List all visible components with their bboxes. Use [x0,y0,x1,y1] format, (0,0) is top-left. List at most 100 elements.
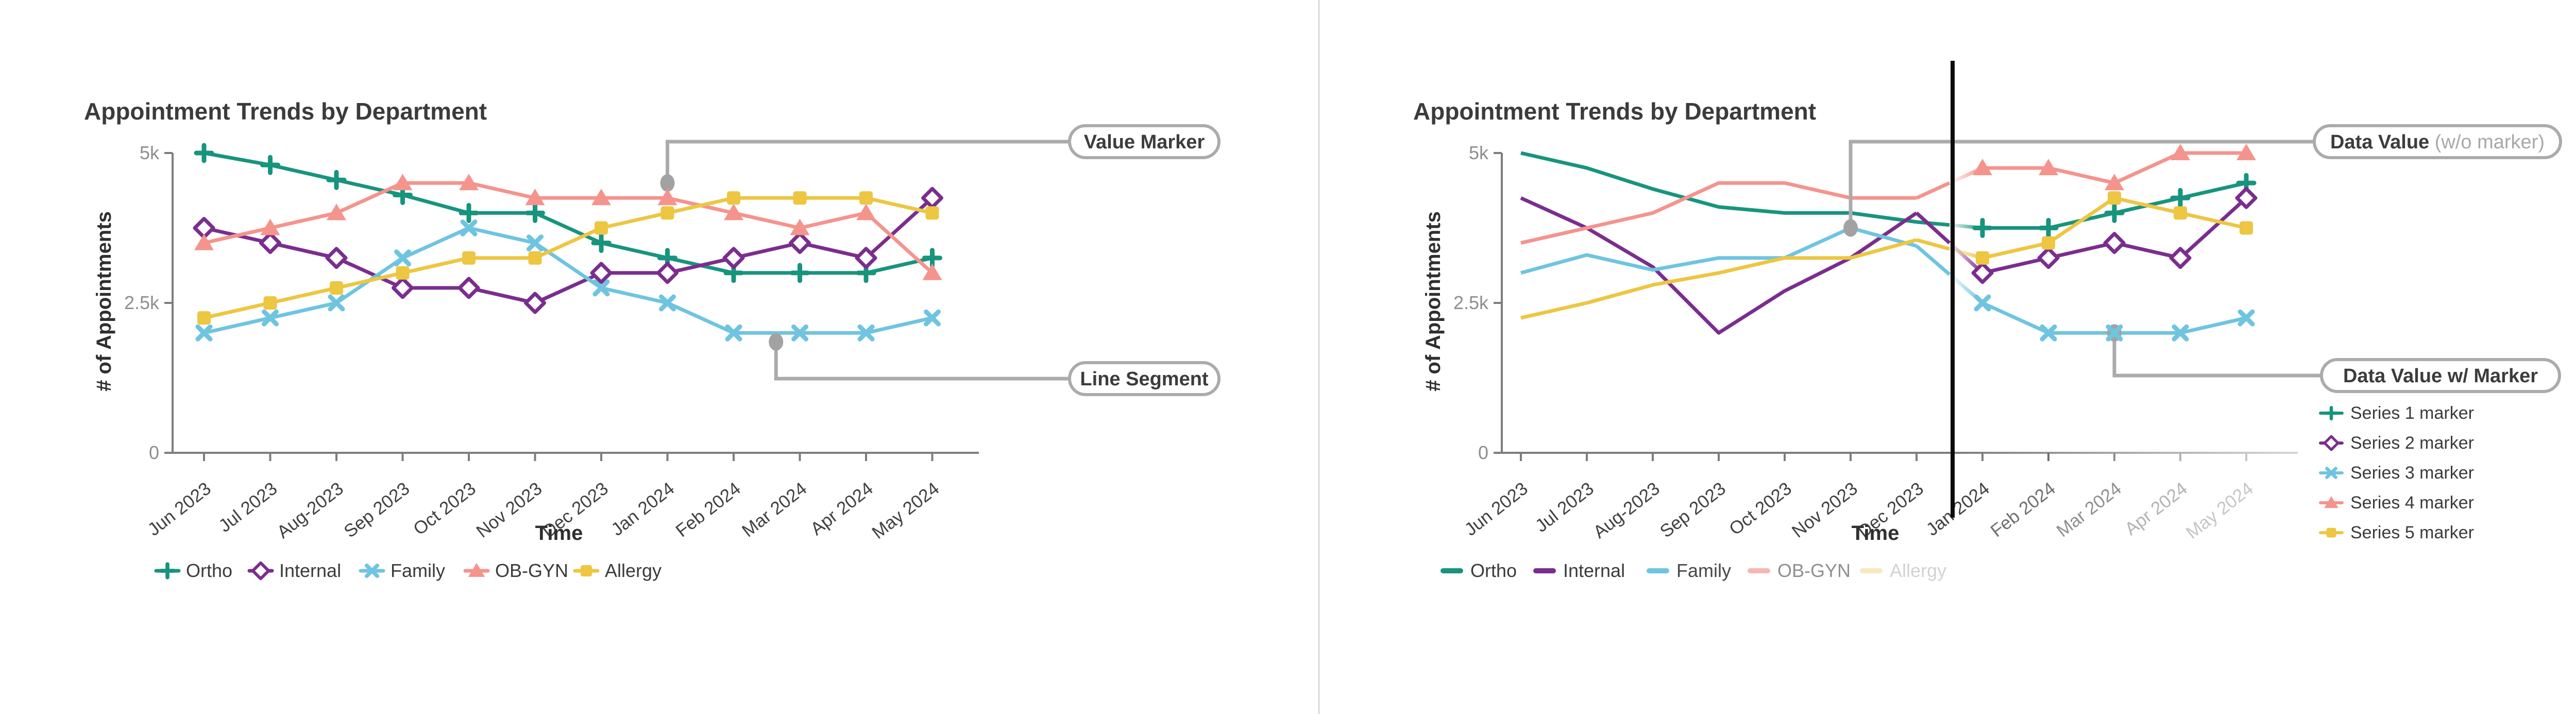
series-OB-GYN-marker [1973,159,1992,176]
series-Ortho-marker [1972,218,1993,238]
legend-item-Family: Family [1647,560,1731,581]
legend-line-swatch [1533,568,1556,573]
series-Allergy-marker [197,311,211,325]
series-OB-GYN-marker [657,189,677,206]
marker-legend-item-5: Series 5 marker [2319,523,2474,542]
callout-pill-data-value: Data Value (w/o marker) [2313,124,2562,159]
series-Internal-marker [392,277,414,299]
callout-pill-box [1068,124,1221,159]
annotations [660,140,1070,381]
callout-dot [660,174,675,192]
series-Allergy-marker [1976,251,1989,265]
x-tick-label: May 2024 [2182,479,2257,543]
series-Ortho-line [204,151,933,275]
series-Ortho-marker [790,263,810,283]
legend-marker-icon [251,561,270,581]
series-Family-marker [2238,309,2255,327]
y-tick-label: 5k [140,142,160,163]
legend-item-label: Ortho [1470,560,1517,581]
series-Internal-line [204,196,934,305]
series-Internal-marker [524,292,546,314]
series-lines [1520,151,2248,335]
bottom-legend: Ortho Internal Family OB-GYN Allergy [1440,560,1946,581]
series-Ortho-marker [2170,188,2191,208]
x-tick-label: Feb 2024 [1987,479,2059,541]
x-tick-label: Apr 2024 [807,479,877,539]
series-Allergy-marker [528,251,542,265]
series-Allergy-marker [396,266,410,280]
legend-item-label: Allergy [605,560,662,581]
legend-item-Allergy: Allergy [1860,560,1946,581]
series-OB-GYN-marker [393,174,413,191]
series-Ortho-marker [2038,218,2059,238]
series-Internal-marker [656,262,679,284]
legend-marker-icon [159,562,176,580]
bottom-legend: Ortho Internal Family OB-GYN Allergy [154,560,662,581]
series-OB-GYN-marker [525,189,545,206]
series-Ortho-marker [260,155,280,175]
series-Ortho-marker [922,248,942,268]
series-Internal-marker [325,247,348,269]
legend-marker-icon [468,563,485,577]
series-Family-marker [460,219,478,236]
series-Family-marker [592,279,610,297]
x-tick-label: Nov 2023 [1788,479,1861,542]
series-Internal-marker [2235,186,2258,209]
callout-dot [1843,219,1858,237]
callout-pill-label: Data Value (w/o marker) [2330,131,2545,153]
series-Allergy-marker [595,221,608,235]
legend-marker-icon [364,563,380,579]
legend-item-Allergy: Allergy [573,560,662,581]
series-Internal-marker [2103,232,2126,254]
x-tick-label: Oct 2023 [410,479,480,539]
left-y-axis-title: # of Appointments [93,211,115,392]
series-Allergy-marker [859,191,873,205]
y-tick-label: 2.5k [1453,292,1489,313]
x-tick-label: Jul 2023 [215,479,281,536]
series-Ortho-marker [459,202,479,223]
callout-pill-box [1068,361,1221,396]
marker-legend-label: Series 5 marker [2350,523,2474,542]
series-Family-line [204,226,933,335]
callout-pill-line-segment: Line Segment [1068,361,1221,396]
marker-legend-item-2: Series 2 marker [2319,433,2474,453]
series-Allergy-marker [330,281,343,295]
right-y-axis-title: # of Appointments [1422,211,1445,392]
x-tick-label: Aug-2023 [1589,479,1664,542]
x-tick-label: Mar 2024 [738,479,811,541]
marker-legend-label: Series 1 marker [2350,403,2474,423]
legend-marker-icon [2324,496,2338,508]
right-chart-title: Appointment Trends by Department [1413,98,1816,125]
legend-item-label: Allergy [1890,560,1946,581]
y-tick-label: 0 [1478,442,1488,463]
series-OB-GYN-marker [790,218,810,235]
series-OB-GYN-line [204,181,934,275]
series-OB-GYN-marker [856,203,876,220]
series-Ortho-segment-to-divider [1916,220,1950,227]
legend-marker-icon [2323,435,2340,451]
left-chart-title: Appointment Trends by Department [84,98,487,125]
series-OB-GYN-marker [2236,144,2256,160]
legend-marker-icon [2324,405,2339,421]
series-Internal-marker [590,262,613,284]
series-Allergy-marker [793,191,807,205]
series-Allergy-marker [2108,191,2121,205]
series-Allergy-marker [660,206,674,220]
series-Family-marker [2040,324,2057,342]
y-tick-label: 5k [1469,142,1489,163]
marker-legend-item-3: Series 3 marker [2319,463,2474,483]
series-Allergy-marker [727,191,740,205]
series-Family-marker [725,324,742,342]
series-Ortho-marker [2104,202,2125,223]
right-x-axis-title: Time [1852,522,1900,545]
callout-pill-label: Line Segment [1080,368,1208,390]
callout-pill-label: Value Marker [1084,131,1205,153]
series-Family-marker [394,249,411,267]
legend-item-Internal: Internal [1533,560,1625,581]
series-OB-GYN-segment-to-divider [1916,181,1951,200]
series-Allergy-marker [263,296,277,310]
series-Family-marker [659,294,676,312]
legend-line-swatch [1748,568,1770,573]
